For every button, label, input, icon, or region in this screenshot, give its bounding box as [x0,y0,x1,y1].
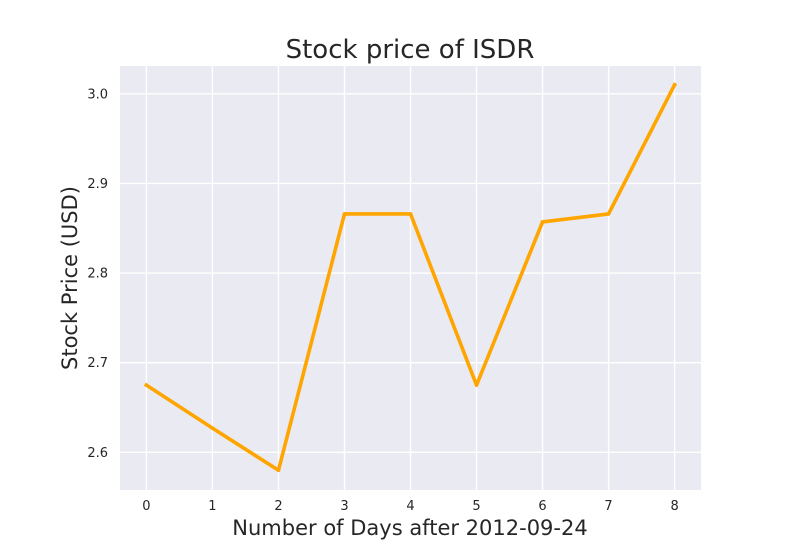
y-tick-label: 2.7 [87,356,108,371]
data-point [210,426,215,430]
x-tick-label: 7 [604,499,612,514]
data-point [144,383,149,387]
x-axis-label: Number of Days after 2012-09-24 [232,516,587,540]
x-tick-label: 1 [208,499,216,514]
chart-title: Stock price of ISDR [286,35,535,65]
x-axis-ticks: 0 1 2 3 4 5 6 7 8 [142,499,678,514]
data-point [276,468,281,473]
x-tick-label: 5 [472,499,480,514]
data-point [540,220,545,224]
x-tick-label: 0 [142,499,150,514]
y-axis-label: Stock Price (USD) [58,186,82,370]
y-tick-label: 2.8 [87,267,108,282]
x-tick-label: 6 [538,499,546,514]
grid-lines [120,66,701,490]
data-point [606,212,611,216]
y-tick-label: 2.9 [87,177,108,192]
data-point [342,212,347,216]
data-point [408,212,413,216]
x-tick-label: 4 [406,499,414,514]
x-tick-label: 3 [340,499,348,514]
y-axis-ticks: 2.6 2.7 2.8 2.9 3.0 [87,87,108,461]
data-point [672,83,677,87]
data-point [474,383,479,387]
y-tick-label: 2.6 [87,446,108,461]
x-tick-label: 2 [274,499,282,514]
y-tick-label: 3.0 [87,87,108,102]
series-layer [143,82,678,473]
x-tick-label: 8 [670,499,678,514]
